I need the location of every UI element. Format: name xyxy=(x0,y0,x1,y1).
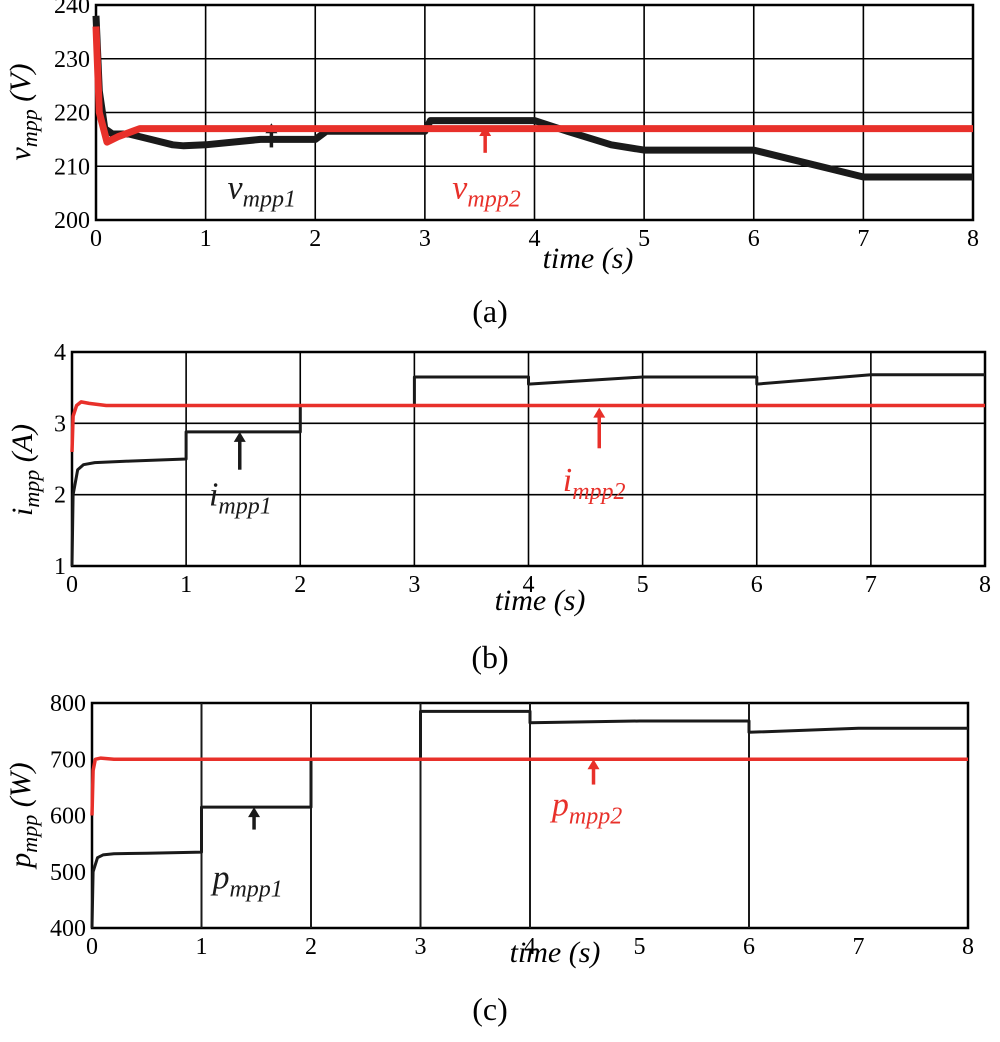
y-tick-label: 200 xyxy=(54,208,90,234)
x-tick-label: 5 xyxy=(637,572,649,598)
series-label-pmpp2: pmpp2 xyxy=(550,787,622,830)
series-line-pmpp2 xyxy=(90,756,968,816)
y-tick-label: 230 xyxy=(54,47,90,73)
x-tick-label: 4 xyxy=(523,572,535,598)
y-tick-label: 3 xyxy=(54,411,66,437)
y-tick-label: 2 xyxy=(54,483,66,509)
y-axis-label: impp (A) xyxy=(6,424,44,516)
x-tick-label: 2 xyxy=(294,572,306,598)
series-arrowhead-pmpp1 xyxy=(248,807,261,818)
x-tick-label: 2 xyxy=(305,934,317,960)
plot-frame xyxy=(70,350,987,568)
series-label-vmpp1: vmpp1 xyxy=(228,170,296,213)
x-tick-label: 3 xyxy=(419,226,431,252)
x-tick-label: 0 xyxy=(66,572,78,598)
series-label-impp2: impp2 xyxy=(563,462,626,505)
x-tick-label: 5 xyxy=(634,934,646,960)
x-axis-label: time (s) xyxy=(495,584,586,617)
x-axis-label: time (s) xyxy=(510,936,601,969)
series-label-pmpp1: pmpp1 xyxy=(210,860,282,903)
series-label-impp1: impp1 xyxy=(209,476,272,519)
x-tick-label: 8 xyxy=(979,572,991,598)
panel-caption: (a) xyxy=(472,293,508,329)
series-arrowhead-pmpp2 xyxy=(587,759,600,770)
x-tick-label: 1 xyxy=(196,934,208,960)
chart-panel-c: 0 1 2 3 4 5 6 7 8 400 500 600 700 800 pmpp1 pmpp2 time (… xyxy=(4,691,974,1027)
y-tick-label: 800 xyxy=(50,691,86,717)
x-tick-label: 6 xyxy=(751,572,763,598)
panel-caption: (b) xyxy=(471,639,508,675)
x-tick-label: 6 xyxy=(743,934,755,960)
y-axis-label: vmpp (V) xyxy=(4,63,42,160)
x-tick-label: 7 xyxy=(857,226,869,252)
series-line-impp2 xyxy=(70,400,985,452)
x-tick-label: 6 xyxy=(748,226,760,252)
series-arrowhead-impp2 xyxy=(593,407,606,418)
y-tick-label: 220 xyxy=(54,101,90,127)
x-tick-label: 3 xyxy=(408,572,420,598)
x-tick-label: 4 xyxy=(529,226,541,252)
y-tick-label: 1 xyxy=(54,554,66,580)
x-tick-label: 3 xyxy=(415,934,427,960)
x-tick-label: 1 xyxy=(200,226,212,252)
x-tick-label: 7 xyxy=(865,572,877,598)
x-axis-label: time (s) xyxy=(543,242,634,275)
x-tick-label: 5 xyxy=(638,226,650,252)
y-tick-label: 210 xyxy=(54,154,90,180)
chart-panel-a: 0 1 2 3 4 5 6 7 8 200 210 220 230 240 vmpp1 vmpp2 time (… xyxy=(4,0,979,329)
series-arrowhead-vmpp2 xyxy=(479,125,492,136)
x-tick-label: 8 xyxy=(967,226,979,252)
x-tick-label: 0 xyxy=(90,226,102,252)
y-tick-label: 400 xyxy=(50,916,86,942)
y-axis-label: pmpp (W) xyxy=(4,762,42,869)
x-tick-label: 4 xyxy=(524,934,536,960)
y-tick-label: 500 xyxy=(50,860,86,886)
panel-caption: (c) xyxy=(472,991,508,1027)
series-label-vmpp2: vmpp2 xyxy=(452,170,520,213)
series-arrowhead-impp1 xyxy=(233,431,246,442)
x-tick-label: 1 xyxy=(180,572,192,598)
x-tick-label: 0 xyxy=(86,934,98,960)
y-tick-label: 240 xyxy=(54,0,90,19)
y-tick-label: 600 xyxy=(50,804,86,830)
series-line-vmpp2 xyxy=(92,26,973,146)
y-tick-label: 700 xyxy=(50,747,86,773)
x-tick-label: 8 xyxy=(962,934,974,960)
x-tick-label: 2 xyxy=(309,226,321,252)
y-tick-label: 4 xyxy=(54,340,66,366)
x-tick-label: 7 xyxy=(853,934,865,960)
